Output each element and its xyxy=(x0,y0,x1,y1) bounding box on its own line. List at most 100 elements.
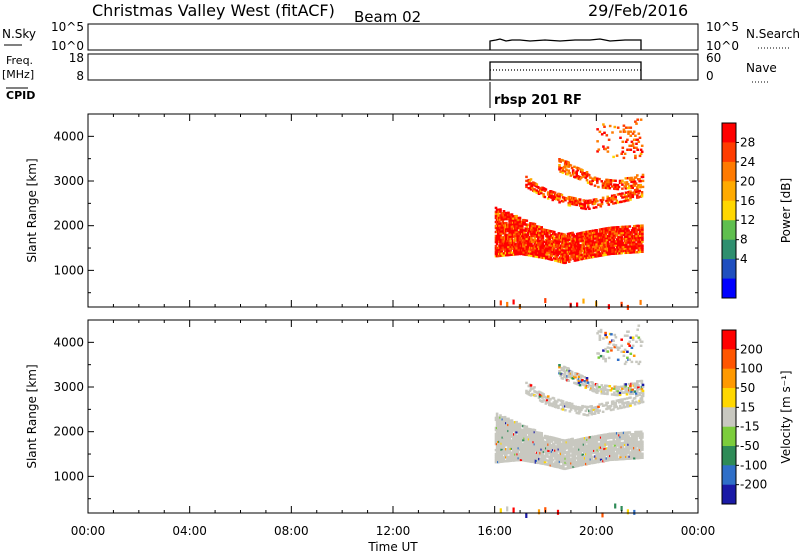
data-cell xyxy=(550,196,553,199)
data-cell xyxy=(609,389,613,392)
data-cell xyxy=(499,508,502,514)
data-cell xyxy=(593,237,596,240)
y-tick-label: 4000 xyxy=(53,129,84,143)
data-cell xyxy=(609,404,613,408)
data-cell xyxy=(561,406,565,409)
data-cell xyxy=(553,230,556,234)
data-cell xyxy=(628,225,632,228)
data-cell xyxy=(598,336,602,339)
data-cell xyxy=(519,436,523,439)
data-cell xyxy=(542,393,545,396)
data-cell xyxy=(581,404,584,408)
data-cell xyxy=(547,449,550,452)
data-cell xyxy=(576,201,580,205)
data-cell xyxy=(597,356,601,359)
data-cell xyxy=(613,444,617,447)
data-cell xyxy=(577,412,581,415)
data-cell xyxy=(547,239,550,242)
data-cell xyxy=(541,462,545,465)
data-cell xyxy=(554,406,558,409)
data-cell xyxy=(609,230,612,233)
data-cell xyxy=(527,187,531,190)
data-cell xyxy=(625,241,628,244)
data-cell xyxy=(535,447,539,450)
data-cell xyxy=(641,446,644,449)
data-cell xyxy=(641,444,644,447)
data-cell xyxy=(527,238,531,241)
nave-tick-low: 0 xyxy=(706,69,714,83)
data-cell xyxy=(579,246,582,249)
data-cell xyxy=(629,198,632,201)
data-cell xyxy=(550,252,554,255)
data-cell xyxy=(573,455,577,458)
data-cell xyxy=(519,250,523,254)
data-cell xyxy=(596,240,600,244)
data-cell xyxy=(616,201,620,204)
data-cell xyxy=(612,343,615,346)
data-cell xyxy=(564,261,567,264)
data-cell xyxy=(555,245,558,248)
data-cell xyxy=(546,395,550,398)
data-cell xyxy=(585,377,589,380)
data-cell xyxy=(537,396,541,399)
data-cell xyxy=(627,342,630,345)
data-cell xyxy=(569,408,573,411)
data-cell xyxy=(602,357,605,360)
data-cell xyxy=(514,235,517,238)
data-cell xyxy=(626,227,629,230)
data-cell xyxy=(557,238,561,241)
data-cell xyxy=(593,412,597,415)
data-cell xyxy=(590,405,593,408)
data-cell xyxy=(596,150,599,153)
data-cell xyxy=(497,212,500,215)
freq-unit: [MHz] xyxy=(2,68,34,81)
data-cell xyxy=(532,226,535,230)
data-cell xyxy=(498,248,501,251)
data-cell xyxy=(625,233,628,236)
data-cell xyxy=(528,179,532,182)
data-cell xyxy=(494,438,498,442)
nsky-label: N.Sky xyxy=(2,27,36,41)
data-cell xyxy=(538,225,541,229)
data-cell xyxy=(550,258,554,261)
data-cell xyxy=(589,201,592,204)
data-cell xyxy=(601,452,604,455)
data-cell xyxy=(527,384,531,388)
data-cell xyxy=(499,424,502,427)
data-cell xyxy=(599,244,603,247)
data-cell xyxy=(618,391,622,395)
data-cell xyxy=(557,242,561,245)
data-cell xyxy=(596,179,599,182)
data-cell xyxy=(558,164,561,167)
data-cell xyxy=(641,179,645,183)
data-cell xyxy=(604,233,608,236)
data-cell xyxy=(547,439,550,442)
colorbar-tick-label: -100 xyxy=(740,458,767,472)
colorbar-segment xyxy=(722,465,736,486)
data-cell xyxy=(638,388,641,391)
data-cell xyxy=(500,232,503,235)
data-cell xyxy=(550,440,554,443)
data-cell xyxy=(581,235,585,238)
data-cell xyxy=(623,447,627,451)
data-cell xyxy=(638,360,642,364)
data-cell xyxy=(609,181,613,184)
data-cell xyxy=(535,247,539,250)
data-cell xyxy=(575,203,579,207)
data-cell xyxy=(587,446,590,449)
data-cell xyxy=(570,372,574,376)
data-cell xyxy=(546,441,549,444)
data-cell xyxy=(550,456,554,459)
data-cell xyxy=(532,458,535,462)
data-cell xyxy=(615,199,619,202)
data-cell xyxy=(540,240,543,243)
data-cell xyxy=(633,249,636,252)
data-cell xyxy=(610,393,614,396)
data-cell xyxy=(597,442,601,445)
data-cell xyxy=(605,336,609,339)
data-cell xyxy=(527,440,531,443)
data-cell xyxy=(500,428,503,431)
data-cell xyxy=(533,231,537,234)
data-cell xyxy=(577,464,580,467)
data-cell xyxy=(525,247,529,250)
